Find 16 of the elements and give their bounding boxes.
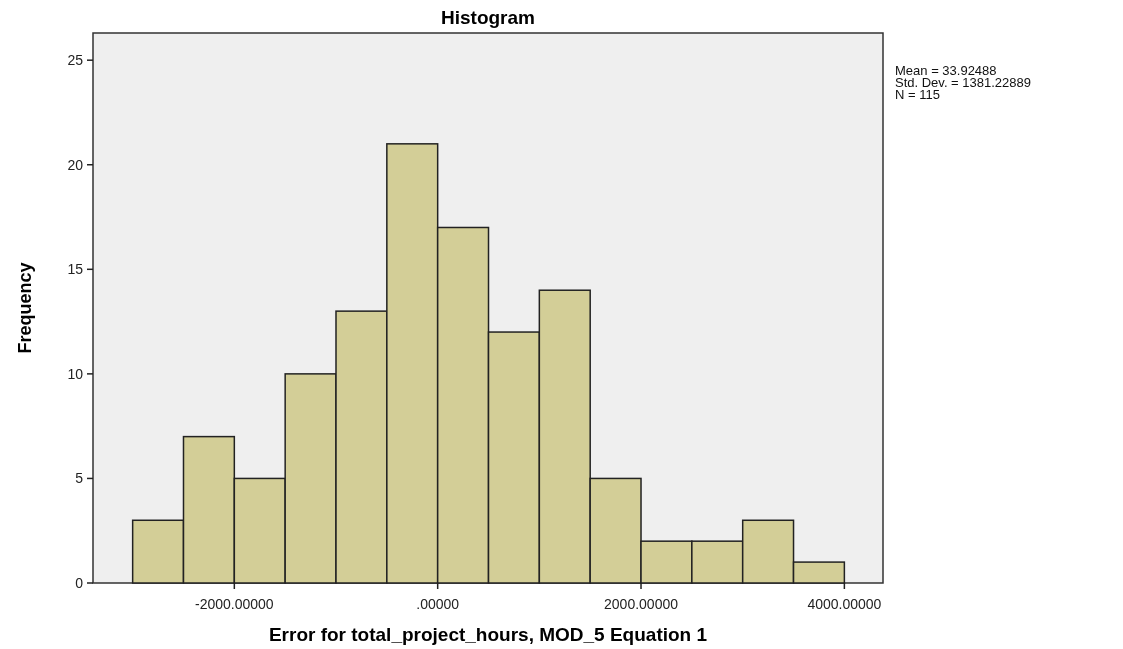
x-axis-title: Error for total_project_hours, MOD_5 Equation 1: [268, 624, 708, 645]
text: Std. Dev. = 1381.22889: [895, 75, 1031, 90]
x-tick-label: -2000.00000: [195, 596, 274, 612]
x-tick-label: 4000.00000: [807, 596, 882, 612]
x-tick-label: 2000.00000: [604, 596, 679, 612]
y-axis-title: Frequency: [15, 262, 35, 354]
chart-title: Histogram: [441, 7, 535, 28]
y-tick-label: 25: [67, 52, 84, 69]
y-tick-label: 0: [75, 575, 84, 591]
y-tick-label: 15: [67, 261, 84, 278]
x-tick-label: .00000: [416, 596, 460, 612]
y-tick-label: 20: [67, 156, 84, 173]
text: Mean = 33.92488: [895, 63, 997, 78]
y-tick-label: 5: [75, 470, 84, 487]
y-tick-label: 10: [67, 365, 84, 382]
text: N = 115: [895, 87, 940, 102]
